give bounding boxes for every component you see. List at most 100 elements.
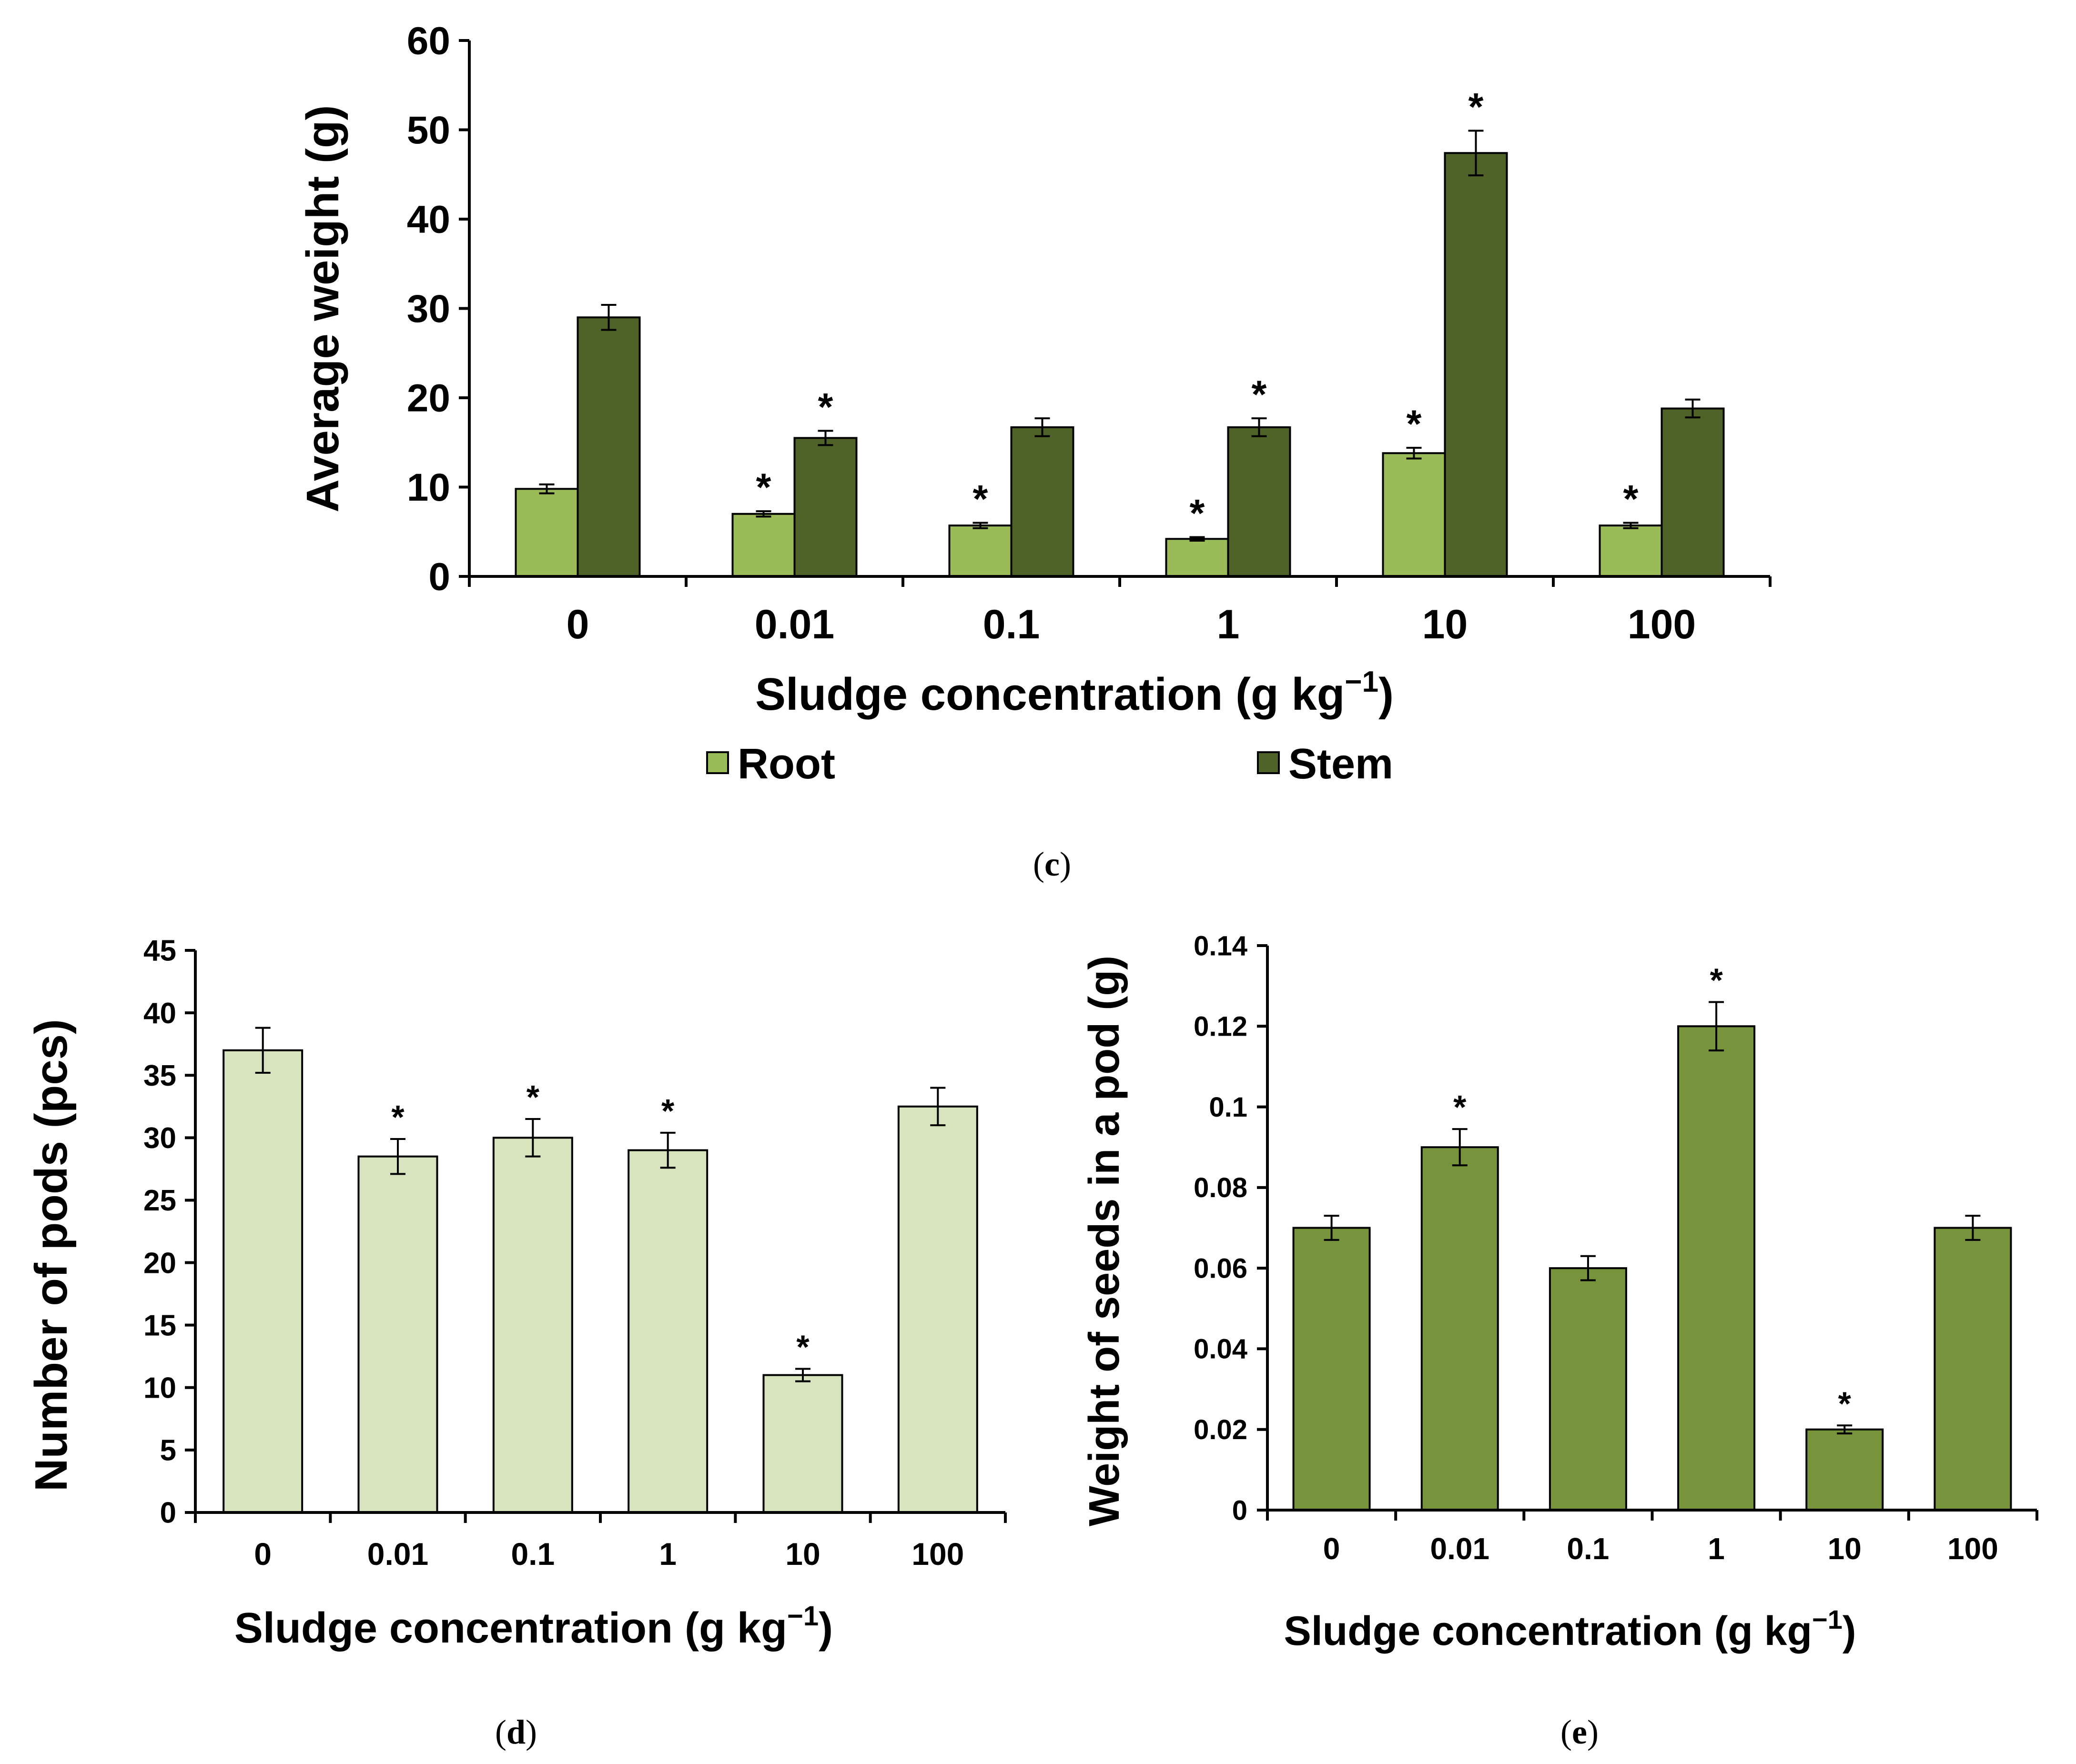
c-bar-root [731, 513, 796, 577]
e-x-tick-label: 10 [1828, 1532, 1862, 1566]
c-panel-label-letter: c [1044, 845, 1060, 883]
c-significance-star: * [1190, 492, 1205, 535]
d-y-tick-label: 45 [143, 935, 176, 968]
c-bar-stem [577, 316, 641, 577]
d-y-tick-label: 30 [143, 1122, 176, 1155]
d-x-axis-title: Sludge concentration (g kg−1) [234, 1601, 833, 1652]
legend-label-stem: Stem [1288, 740, 1393, 788]
c-x-axis-title-main: Sludge concentration (g kg [755, 669, 1345, 720]
d-x-axis-title-main: Sludge concentration (g kg [234, 1604, 787, 1652]
c-bar-stem [793, 437, 858, 577]
c-x-tick-label: 100 [1628, 602, 1696, 647]
c-y-tick-label: 50 [407, 109, 450, 152]
e-bars: * * * [1292, 962, 2012, 1512]
e-bar-weight-of-seeds-in-a-pod [1549, 1267, 1627, 1511]
c-x-tick-label: 10 [1422, 602, 1468, 647]
d-bar-number-of-pods [897, 1105, 978, 1514]
c-bar-root [515, 488, 579, 577]
d-x-tick-label: 0 [254, 1536, 272, 1572]
e-bar-weight-of-seeds-in-a-pod [1677, 1025, 1756, 1511]
c-significance-star: * [1252, 373, 1267, 416]
d-x-tick-label: 100 [911, 1536, 964, 1572]
e-panel-label-letter: e [1572, 1713, 1587, 1751]
e-y-axis-title: Weight of seeds in a pod (g) [1081, 956, 1128, 1526]
d-significance-star: * [796, 1328, 810, 1365]
d-x-tick-labels: 0 0.01 0.1 1 10 100 [254, 1536, 964, 1572]
c-x-tick-label: 1 [1217, 602, 1240, 647]
c-y-tick-label: 10 [407, 466, 450, 509]
c-significance-star: * [973, 478, 988, 521]
c-y-tick-label: 30 [407, 287, 450, 331]
d-panel-label-letter: d [506, 1713, 526, 1751]
c-x-axis-title-end: ) [1378, 669, 1394, 720]
e-y-tick-label: 0.1 [1209, 1092, 1247, 1123]
c-bar-root [1382, 452, 1446, 577]
d-panel-label: (d) [495, 1713, 537, 1751]
c-y-tick-label: 0 [428, 555, 450, 599]
e-y-tick-label: 0.12 [1194, 1011, 1247, 1042]
d-y-tick-label: 25 [143, 1184, 176, 1217]
d-x-tick-label: 1 [659, 1536, 677, 1572]
e-x-tick-labels: 0 0.01 0.1 1 10 100 [1323, 1532, 1998, 1566]
d-y-tick-label: 5 [160, 1434, 176, 1467]
c-bars: * * * * * * * * [515, 85, 1725, 577]
legend-label-root: Root [738, 740, 835, 788]
e-x-axis-title-sup: −1 [1812, 1604, 1843, 1634]
e-y-tick-label: 0.04 [1194, 1334, 1247, 1365]
e-y-ticks: 0 0.02 0.04 0.06 0.08 0.1 0.12 0.14 [1194, 930, 2038, 1526]
d-x-tick-label: 10 [785, 1536, 820, 1572]
d-bar-number-of-pods [492, 1137, 573, 1513]
c-y-axis-title: Average weight (g) [297, 105, 348, 512]
d-y-tick-label: 35 [143, 1059, 176, 1092]
e-bar-weight-of-seeds-in-a-pod [1805, 1428, 1884, 1512]
c-legend: Root Stem [706, 740, 1393, 788]
d-bar-number-of-pods [628, 1149, 709, 1514]
d-x-tick-label: 0.1 [511, 1536, 555, 1572]
legend-swatch-stem [1257, 751, 1280, 774]
d-bar-number-of-pods [357, 1155, 438, 1514]
d-y-tick-label: 0 [160, 1497, 176, 1530]
e-y-tick-label: 0.08 [1194, 1172, 1247, 1203]
legend-swatch-root [706, 751, 729, 774]
c-x-tick-label: 0 [567, 602, 589, 647]
d-y-axis-title: Number of pods (pcs) [26, 1019, 77, 1492]
e-panel-label: (e) [1560, 1713, 1599, 1751]
d-significance-star: * [527, 1079, 540, 1116]
c-significance-star: * [1407, 403, 1422, 446]
c-significance-star: * [1623, 478, 1639, 521]
c-bar-root [1599, 524, 1663, 577]
d-y-tick-label: 10 [143, 1371, 176, 1404]
e-significance-star: * [1710, 962, 1723, 999]
e-x-tick-label: 0 [1323, 1532, 1340, 1566]
c-x-axis-title-sup: −1 [1345, 665, 1378, 698]
c-x-tick-labels: 0 0.01 0.1 1 10 100 [567, 602, 1696, 647]
e-y-tick-label: 0.02 [1194, 1414, 1247, 1445]
chart-panel-e: 0 0.02 0.04 0.06 0.08 0.1 0.12 0.14 * * * 0 0.01 0.… [1081, 930, 2038, 1751]
d-x-tick-label: 0.01 [367, 1536, 428, 1572]
c-y-ticks: 0 10 20 30 40 50 60 [407, 20, 1772, 599]
c-bar-stem [1661, 407, 1725, 577]
d-bar-number-of-pods [223, 1049, 304, 1514]
d-significance-star: * [661, 1092, 675, 1129]
c-y-tick-label: 20 [407, 377, 450, 420]
c-bar-root [1165, 538, 1229, 577]
e-x-tick-label: 1 [1708, 1532, 1725, 1566]
e-y-tick-label: 0.14 [1194, 930, 1247, 961]
d-bar-number-of-pods [762, 1374, 843, 1514]
d-x-axis-title-sup: −1 [787, 1601, 819, 1632]
c-bar-stem [1010, 426, 1074, 577]
c-bar-stem [1444, 152, 1508, 577]
c-x-axis-title: Sludge concentration (g kg−1) [755, 665, 1394, 720]
c-x-tick-label: 0.1 [983, 602, 1040, 647]
e-y-tick-label: 0 [1232, 1495, 1247, 1526]
e-significance-star: * [1838, 1385, 1852, 1422]
d-y-tick-label: 20 [143, 1247, 176, 1280]
c-x-tick-label: 0.01 [755, 602, 834, 647]
e-x-axis-title-main: Sludge concentration (g kg [1284, 1608, 1812, 1654]
e-y-tick-label: 0.06 [1194, 1253, 1247, 1284]
d-significance-star: * [391, 1099, 405, 1136]
c-y-tick-label: 60 [407, 20, 450, 63]
e-bar-weight-of-seeds-in-a-pod [1934, 1227, 2012, 1511]
chart-panel-c: 0 10 20 30 40 50 60 * * * * * * * * 0 0.01 0.1 1 10 100 Av… [297, 20, 1772, 883]
